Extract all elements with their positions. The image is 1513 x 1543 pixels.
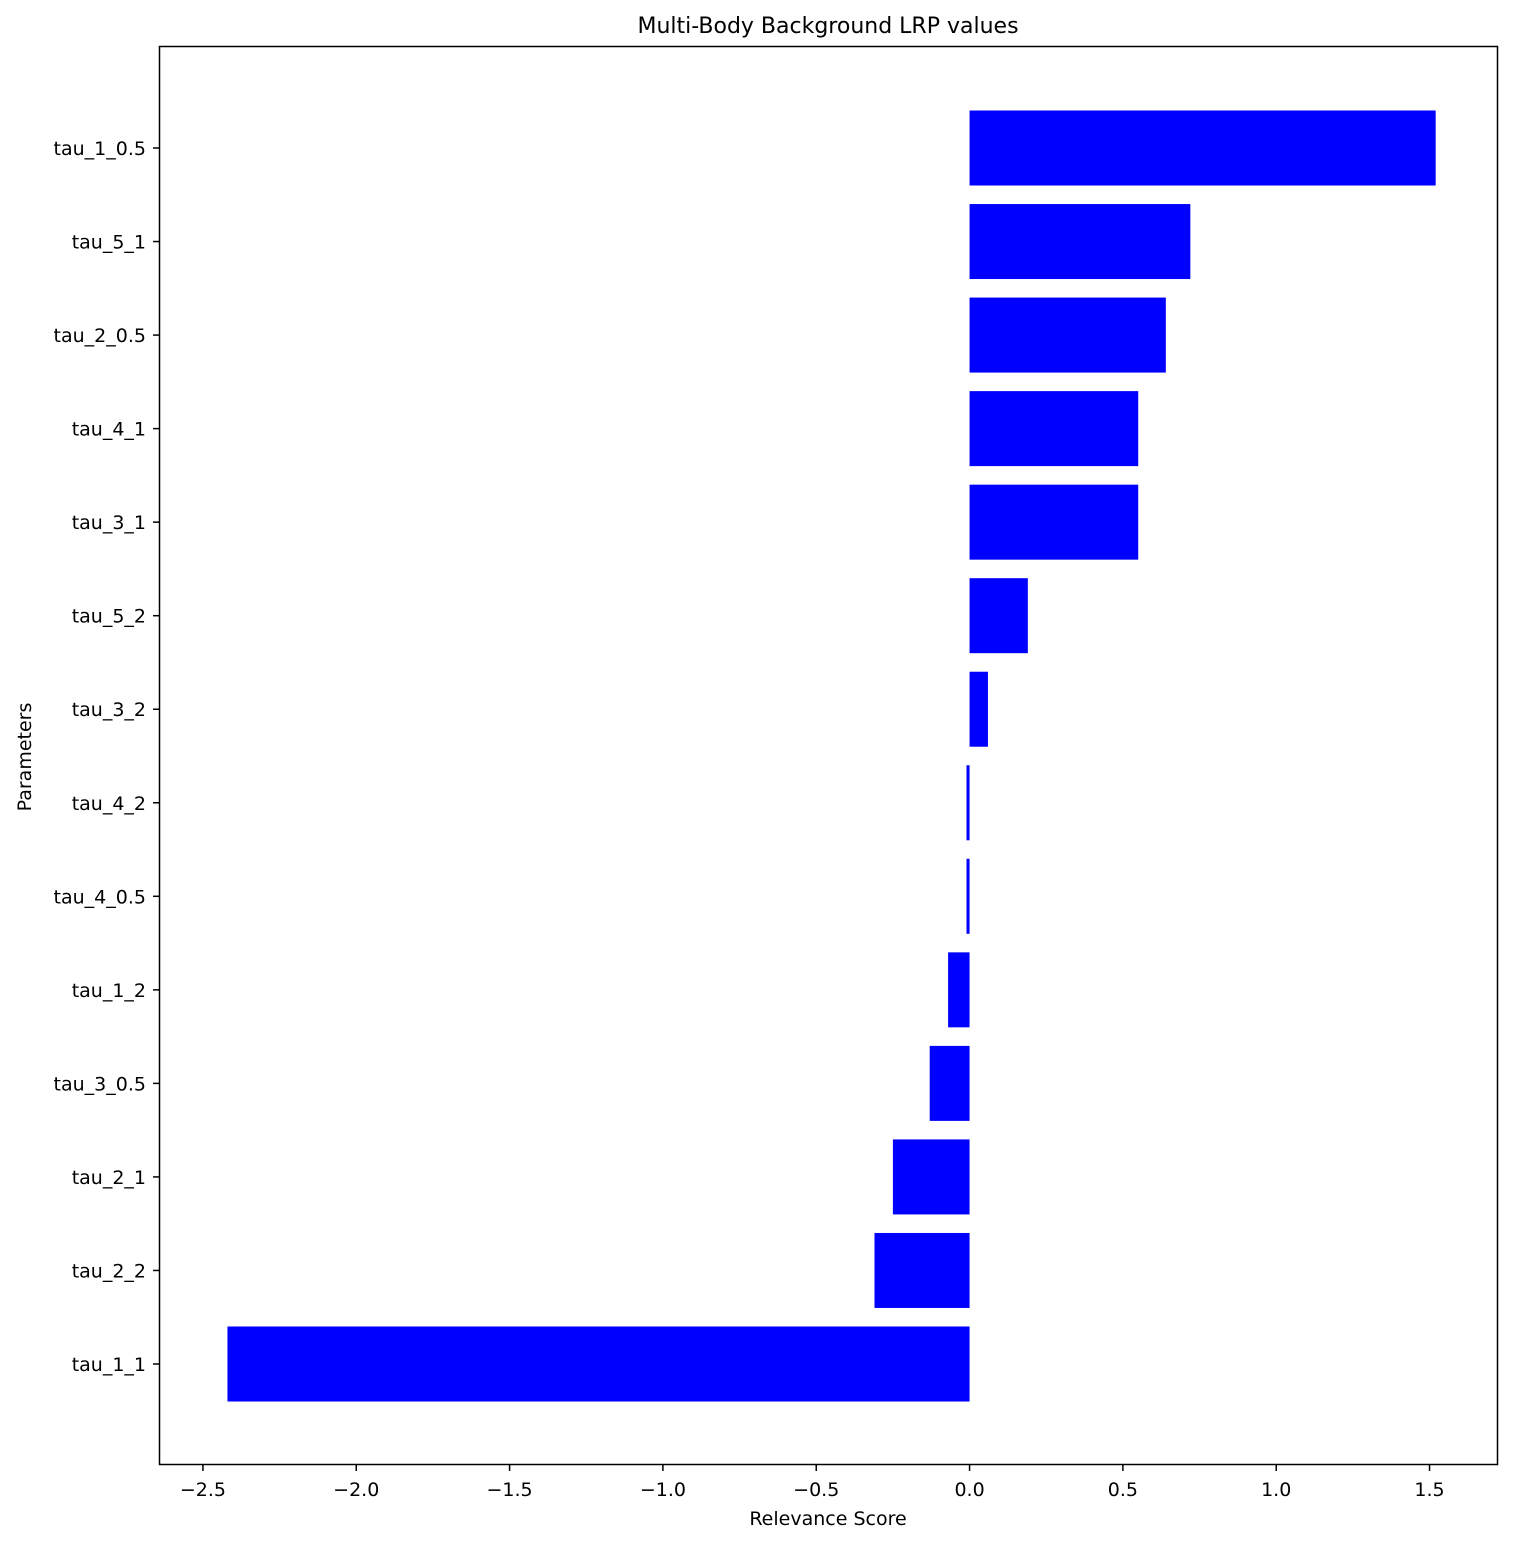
bar-tau_5_1	[969, 204, 1191, 280]
bar-tau_4_2	[966, 765, 970, 841]
bar-tau_2_0.5	[969, 297, 1166, 373]
y-tick-label: tau_4_0.5	[54, 886, 146, 908]
y-tick-label: tau_2_2	[72, 1260, 146, 1282]
y-axis-label: Parameters	[14, 703, 36, 812]
x-tick-label: 0.0	[954, 1479, 984, 1501]
plot-frame	[158, 45, 1499, 1466]
y-tick-label: tau_1_2	[72, 980, 146, 1002]
bar-tau_4_0.5	[966, 858, 970, 934]
bar-tau_1_1	[227, 1326, 970, 1402]
chart-title: Multi-Body Background LRP values	[637, 14, 1018, 39]
y-tick-label: tau_3_2	[72, 699, 146, 721]
x-axis-ticks: −2.5 −2.0 −1.5 −1.0 −0.5 0.0 0.5 1.0 1.5	[180, 1464, 1445, 1501]
y-tick-label: tau_3_1	[72, 512, 146, 534]
y-axis-ticks: tau_1_0.5 tau_5_1 tau_2_0.5 tau_4_1 tau_3_1t…	[54, 138, 160, 1376]
y-tick-label: tau_3_0.5	[54, 1073, 146, 1095]
y-tick-label: tau_4_2	[72, 793, 146, 815]
bar-tau_4_1	[969, 391, 1139, 467]
y-tick-label: tau_4_1	[72, 419, 146, 441]
bar-tau_2_1	[892, 1139, 970, 1215]
y-tick-label: tau_2_1	[72, 1167, 146, 1189]
bar-tau_3_0.5	[929, 1045, 970, 1121]
bar-tau_3_2	[969, 671, 988, 747]
y-tick-label: tau_1_0.5	[54, 138, 146, 160]
y-tick-label: tau_5_2	[72, 606, 146, 628]
x-tick-label: 1.0	[1261, 1479, 1291, 1501]
bar-tau_1_0.5	[969, 110, 1436, 186]
bar-tau_3_1	[969, 484, 1139, 560]
x-tick-label: −2.0	[333, 1479, 379, 1501]
x-tick-label: −1.0	[640, 1479, 686, 1501]
y-tick-label: tau_1_1	[72, 1354, 146, 1376]
x-tick-label: −1.5	[487, 1479, 533, 1501]
x-tick-label: −2.5	[180, 1479, 226, 1501]
bar-tau_2_2	[874, 1232, 970, 1308]
x-tick-label: 1.5	[1414, 1479, 1444, 1501]
y-tick-label: tau_2_0.5	[54, 325, 146, 347]
x-axis-label: Relevance Score	[749, 1508, 906, 1530]
bar-tau_1_2	[948, 952, 970, 1028]
bars-group	[227, 110, 1436, 1402]
x-tick-label: −0.5	[793, 1479, 839, 1501]
x-tick-label: 0.5	[1108, 1479, 1138, 1501]
y-tick-label: tau_5_1	[72, 232, 146, 254]
bar-tau_5_2	[969, 578, 1028, 654]
